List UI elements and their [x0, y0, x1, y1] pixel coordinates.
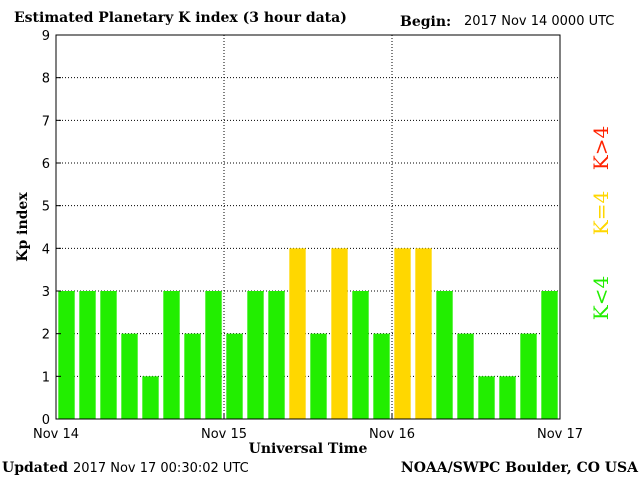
kp-bar	[520, 333, 537, 419]
begin-value: 2017 Nov 14 0000 UTC	[464, 14, 615, 29]
x-tick-label: Nov 14	[33, 427, 79, 442]
kp-bar	[58, 291, 75, 419]
kp-bar	[226, 333, 243, 419]
kp-bar	[436, 291, 453, 419]
legend-item: K=4	[589, 191, 613, 235]
y-axis-title: Kp index	[15, 192, 31, 262]
kp-bar	[100, 291, 117, 419]
x-tick-label: Nov 16	[369, 427, 415, 442]
x-tick-label: Nov 17	[537, 427, 583, 442]
y-tick-label: 0	[42, 413, 50, 428]
kp-bar	[163, 291, 180, 419]
y-tick-label: 4	[42, 242, 50, 257]
legend-item: K<4	[589, 276, 613, 320]
y-tick-label: 8	[42, 72, 50, 87]
ticks-layer: 0 1 2 3 4 5 6 7 8 9 Nov 14 Nov 15 Nov 16 Nov 17	[33, 29, 583, 442]
y-tick-label: 3	[42, 285, 50, 300]
x-axis-title: Universal Time	[249, 441, 368, 457]
kp-bar	[247, 291, 264, 419]
y-tick-label: 1	[42, 370, 50, 385]
kp-bar	[184, 333, 201, 419]
legend-item: K>4	[589, 126, 613, 170]
kp-bar	[415, 248, 432, 419]
chart-title: Estimated Planetary K index (3 hour data…	[14, 10, 347, 26]
kp-bar	[121, 333, 138, 419]
kp-bar	[79, 291, 96, 419]
kp-bar	[268, 291, 285, 419]
kp-bar	[352, 291, 369, 419]
kp-bar	[394, 248, 411, 419]
plot-frame	[55, 34, 561, 420]
legend: K<4 K=4 K>4	[589, 126, 613, 320]
updated-value: 2017 Nov 17 00:30:02 UTC	[73, 461, 249, 476]
y-tick-label: 2	[42, 328, 50, 343]
begin-label: Begin:	[400, 14, 452, 30]
y-tick-label: 9	[42, 29, 50, 44]
y-tick-label: 7	[42, 114, 50, 129]
kp-bar	[310, 333, 327, 419]
kp-bar	[289, 248, 306, 419]
y-tick-label: 6	[42, 157, 50, 172]
y-tick-label: 5	[42, 200, 50, 215]
kp-bar	[331, 248, 348, 419]
kp-bar	[373, 333, 390, 419]
updated-label: Updated	[2, 460, 69, 476]
kp-bar	[457, 333, 474, 419]
x-tick-label: Nov 15	[201, 427, 247, 442]
grid-layer	[56, 35, 560, 419]
kp-bar	[478, 376, 495, 419]
kp-bar	[541, 291, 558, 419]
kp-bar	[499, 376, 516, 419]
footer-credit: NOAA/SWPC Boulder, CO USA	[400, 460, 638, 476]
kp-bar	[205, 291, 222, 419]
bars-layer	[58, 248, 558, 419]
kp-bar	[142, 376, 159, 419]
